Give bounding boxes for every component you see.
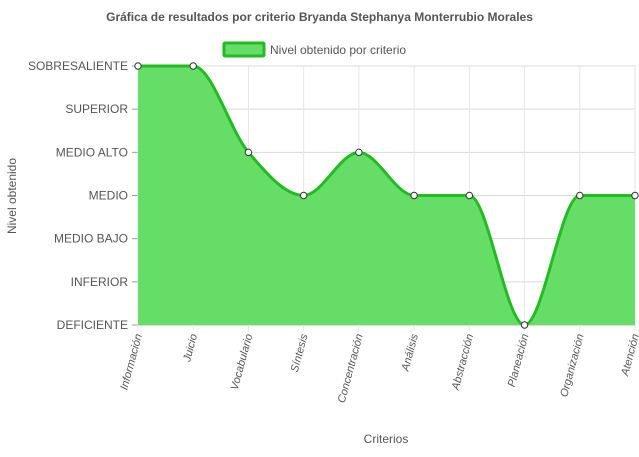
- chart-title: Gráfica de resultados por criterio Bryan…: [106, 10, 533, 24]
- y-tick-label: INFERIOR: [71, 275, 129, 289]
- series-area-fill: [138, 66, 635, 325]
- x-axis-ticks: Información Juicio Vocabulario Síntesis Conc…: [118, 332, 639, 404]
- x-tick-label: Síntesis: [289, 332, 311, 373]
- data-point[interactable]: [244, 148, 253, 157]
- y-tick-label: MEDIO BAJO: [54, 232, 128, 246]
- data-point[interactable]: [299, 191, 308, 200]
- y-tick-label: MEDIO: [89, 189, 128, 203]
- data-point[interactable]: [576, 191, 584, 200]
- y-tick-label: SUPERIOR: [65, 102, 128, 116]
- y-tick-label: SOBRESALIENTE: [28, 59, 128, 73]
- y-axis-label: Nivel obtenido: [5, 158, 19, 234]
- data-point[interactable]: [631, 191, 639, 200]
- x-tick-label: Atención: [619, 333, 639, 378]
- data-point[interactable]: [355, 148, 363, 157]
- x-tick-label: Organización: [558, 333, 586, 399]
- legend-swatch: [222, 41, 266, 58]
- data-point[interactable]: [134, 62, 142, 70]
- x-tick-label: Planeación: [506, 333, 532, 389]
- data-point[interactable]: [189, 62, 197, 70]
- data-point[interactable]: [410, 191, 418, 200]
- data-point[interactable]: [520, 321, 529, 329]
- series-line: [136, 64, 637, 327]
- y-tick-label: DEFICIENTE: [57, 318, 128, 332]
- x-tick-label: Vocabulario: [229, 333, 256, 392]
- y-axis-ticks: DEFICIENTE INFERIOR MEDIO BAJO MEDIO MEDIO A…: [28, 59, 128, 332]
- x-tick-label: Juicio: [181, 333, 200, 364]
- x-tick-label: Análisis: [399, 332, 421, 373]
- y-tick-label: MEDIO ALTO: [56, 145, 128, 159]
- x-axis-label: Criterios: [364, 432, 409, 446]
- x-tick-label: Abstracción: [450, 333, 477, 393]
- legend[interactable]: Nivel obtenido por criterio: [222, 41, 406, 58]
- x-tick-label: Concentración: [336, 333, 366, 405]
- series-area: [136, 64, 637, 327]
- data-point[interactable]: [465, 191, 474, 200]
- x-tick-label: Información: [118, 333, 144, 392]
- legend-label: Nivel obtenido por criterio: [270, 43, 406, 57]
- data-points: [134, 62, 639, 329]
